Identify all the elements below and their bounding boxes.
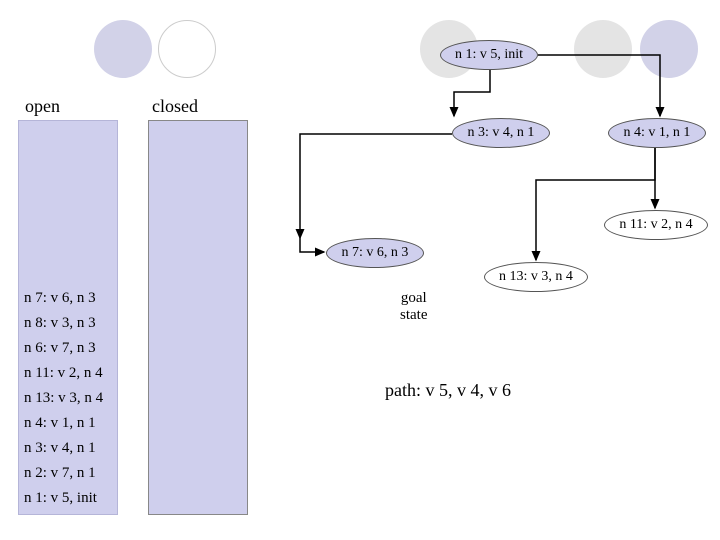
edge bbox=[454, 70, 490, 116]
edge bbox=[300, 238, 324, 252]
open-list-item: n 7: v 6, n 3 bbox=[24, 290, 96, 307]
deco-circle bbox=[94, 20, 152, 78]
open-list-item: n 2: v 7, n 1 bbox=[24, 465, 96, 482]
tree-node-n4: n 4: v 1, n 1 bbox=[608, 118, 706, 148]
tree-node-n7: n 7: v 6, n 3 bbox=[326, 238, 424, 268]
deco-circle bbox=[158, 20, 216, 78]
edge bbox=[536, 148, 655, 260]
open-list-item: n 8: v 3, n 3 bbox=[24, 315, 96, 332]
closed-column-label: closed bbox=[152, 96, 198, 117]
open-list-item: n 13: v 3, n 4 bbox=[24, 390, 103, 407]
edge bbox=[300, 134, 452, 238]
goal-state-annotation: goal state bbox=[400, 290, 428, 324]
tree-node-n3: n 3: v 4, n 1 bbox=[452, 118, 550, 148]
path-annotation: path: v 5, v 4, v 6 bbox=[385, 380, 511, 401]
open-list-item: n 1: v 5, init bbox=[24, 490, 97, 507]
goal-line1: goal bbox=[401, 290, 427, 306]
goal-line2: state bbox=[400, 307, 428, 323]
open-list-item: n 11: v 2, n 4 bbox=[24, 365, 103, 382]
closed-column bbox=[148, 120, 248, 515]
open-list-item: n 4: v 1, n 1 bbox=[24, 415, 96, 432]
open-list-item: n 3: v 4, n 1 bbox=[24, 440, 96, 457]
deco-circle bbox=[574, 20, 632, 78]
deco-circle bbox=[640, 20, 698, 78]
open-column-label: open bbox=[25, 96, 60, 117]
open-list-item: n 6: v 7, n 3 bbox=[24, 340, 96, 357]
tree-node-n13: n 13: v 3, n 4 bbox=[484, 262, 588, 292]
tree-node-n1: n 1: v 5, init bbox=[440, 40, 538, 70]
tree-node-n11: n 11: v 2, n 4 bbox=[604, 210, 708, 240]
